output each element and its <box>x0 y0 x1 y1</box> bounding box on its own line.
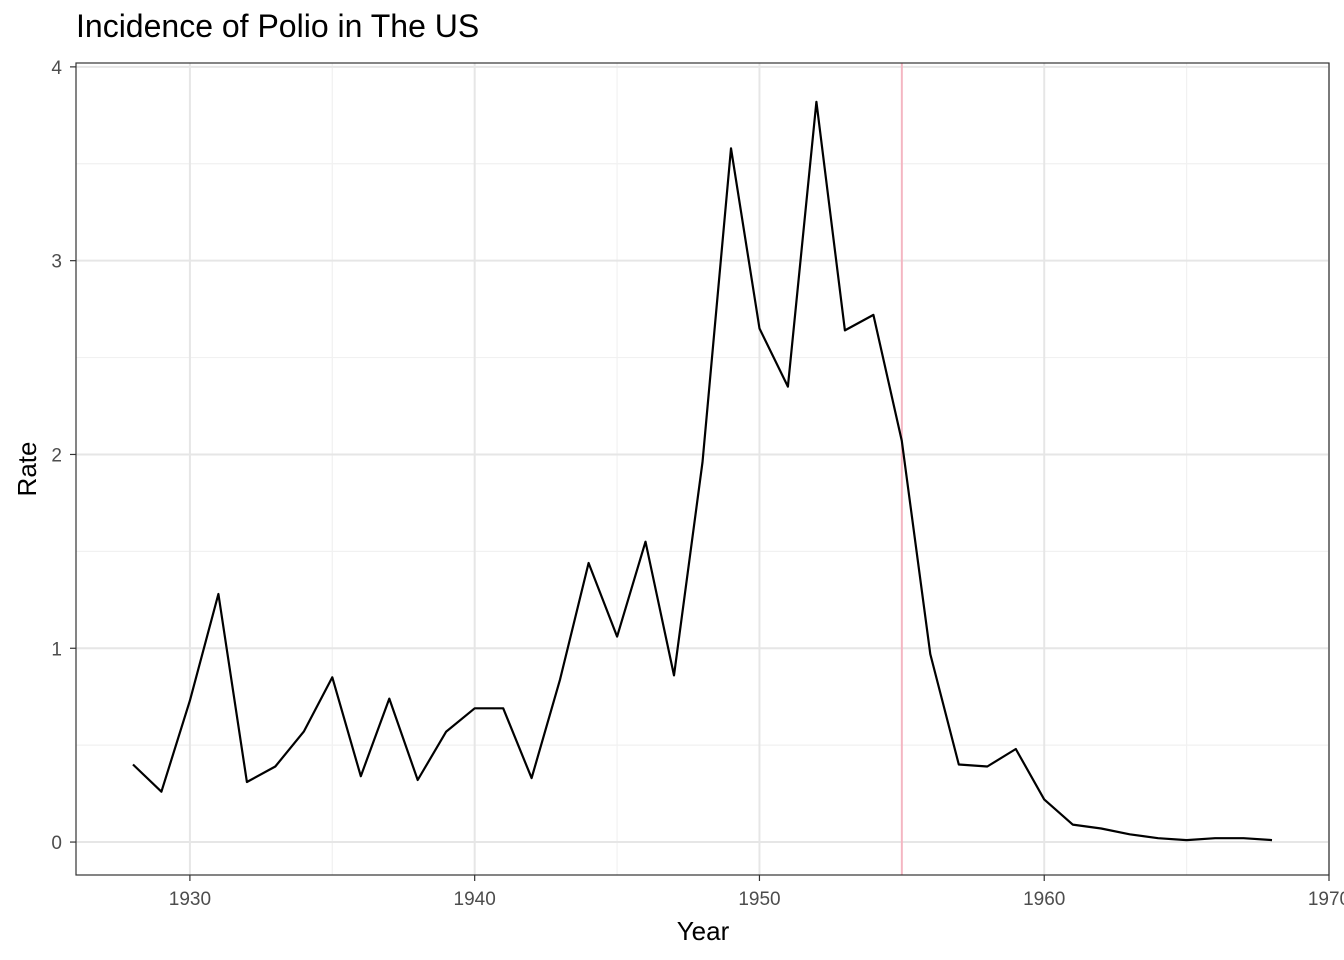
y-tick-label: 3 <box>51 252 62 273</box>
chart-title: Incidence of Polio in The US <box>76 8 480 44</box>
y-tick-label: 2 <box>51 445 62 466</box>
panel-border <box>75 62 1330 876</box>
y-axis-ticks: 0 1 2 3 4 <box>51 58 76 854</box>
y-tick-label: 0 <box>51 833 62 854</box>
major-gridlines <box>76 63 1330 875</box>
series-line <box>132 100 1273 842</box>
y-tick-label: 1 <box>51 639 62 660</box>
x-tick-label: 1940 <box>454 889 496 910</box>
x-axis-title: Year <box>677 916 730 946</box>
x-tick-label: 1930 <box>169 889 211 910</box>
y-tick-label: 4 <box>51 58 62 79</box>
x-tick-label: 1960 <box>1023 889 1065 910</box>
series-layer <box>132 100 1273 842</box>
y-axis-title: Rate <box>12 442 42 497</box>
x-tick-label: 1950 <box>738 889 780 910</box>
